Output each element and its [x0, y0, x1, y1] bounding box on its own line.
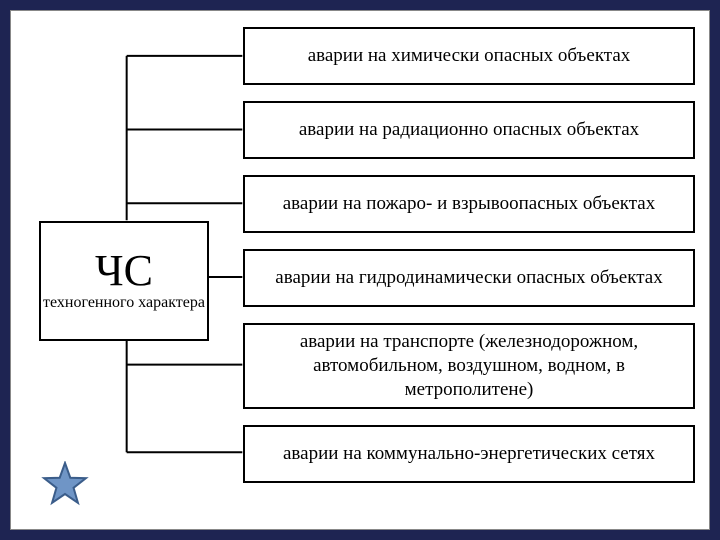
- item-label: аварии на транспорте (железнодорожном, а…: [255, 330, 683, 401]
- root-title: ЧС: [95, 249, 153, 293]
- item-box-3: аварии на гидродинамически опасных объек…: [243, 249, 695, 307]
- root-node: ЧС техногенного характера: [39, 221, 209, 341]
- item-box-0: аварии на химически опасных объектах: [243, 27, 695, 85]
- item-box-1: аварии на радиационно опасных объектах: [243, 101, 695, 159]
- item-label: аварии на химически опасных объектах: [308, 44, 631, 68]
- item-label: аварии на коммунально-энергетических сет…: [283, 442, 655, 466]
- item-box-2: аварии на пожаро- и взрывоопасных объект…: [243, 175, 695, 233]
- item-label: аварии на гидродинамически опасных объек…: [275, 266, 662, 290]
- item-label: аварии на радиационно опасных объектах: [299, 118, 639, 142]
- diagram-panel: ЧС техногенного характера аварии на хими…: [10, 10, 710, 530]
- item-box-5: аварии на коммунально-энергетических сет…: [243, 425, 695, 483]
- item-label: аварии на пожаро- и взрывоопасных объект…: [283, 192, 655, 216]
- item-box-4: аварии на транспорте (железнодорожном, а…: [243, 323, 695, 409]
- root-subtitle: техногенного характера: [43, 293, 205, 312]
